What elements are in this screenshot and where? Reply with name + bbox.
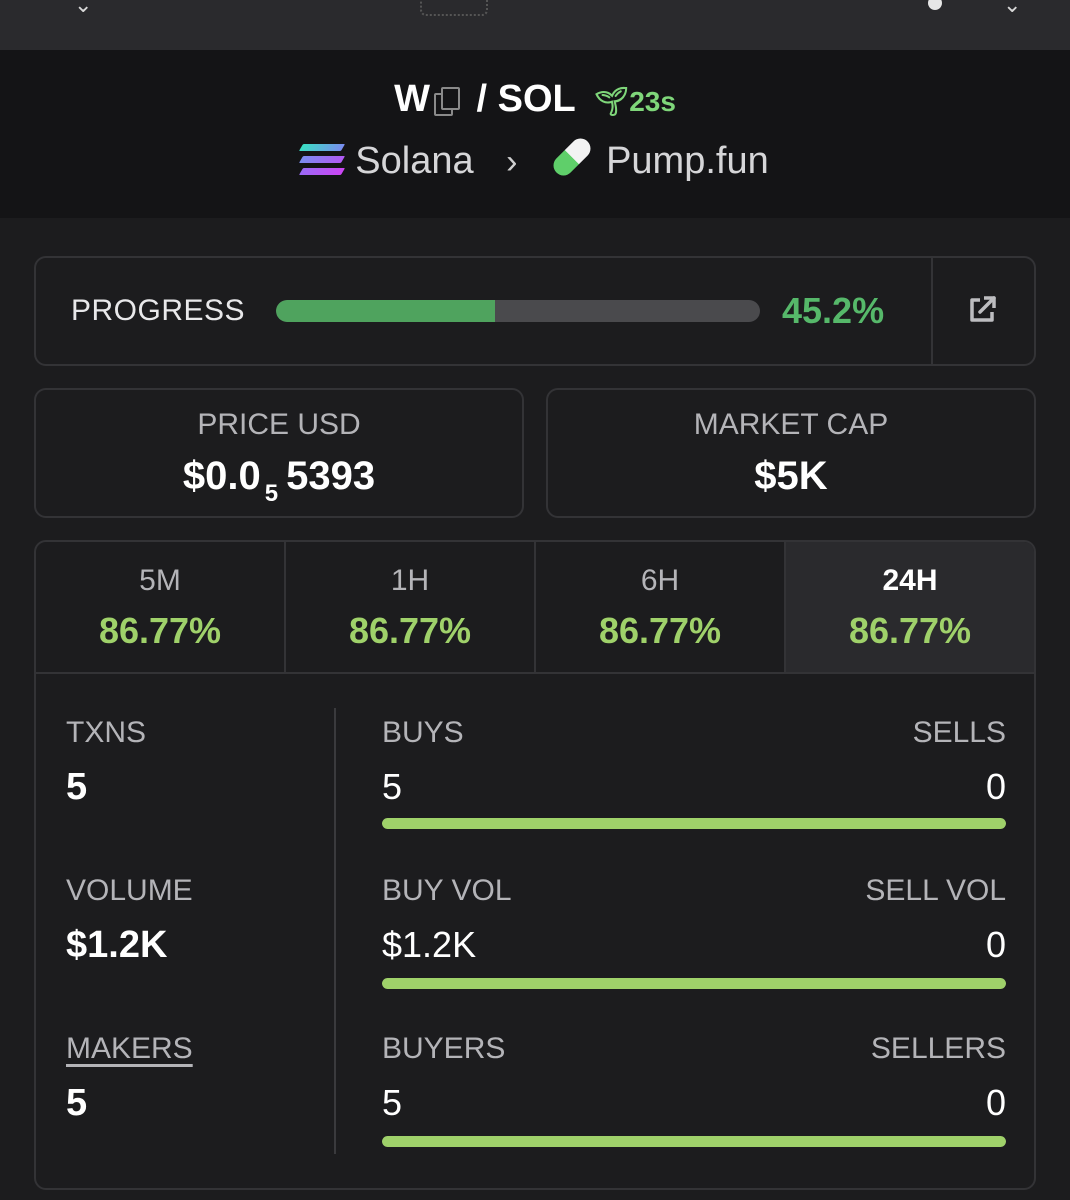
pair-separator: / <box>476 78 488 120</box>
progress-fill <box>276 300 495 322</box>
drag-handle[interactable] <box>420 0 488 16</box>
buys-sells-bar <box>382 818 1006 829</box>
tab-1h[interactable]: 1H 86.77% <box>286 542 536 672</box>
sprout-icon: 🌱︎ <box>593 86 630 117</box>
base-token: W <box>394 78 430 120</box>
tab-label: 1H <box>390 564 430 597</box>
buyers-sellers-bar <box>382 1136 1006 1147</box>
buyers-value: 5 <box>382 1082 403 1123</box>
tab-24h[interactable]: 24H 86.77% <box>786 542 1034 672</box>
pair-age: 23s <box>629 86 676 117</box>
tab-6h[interactable]: 6H 86.77% <box>536 542 786 672</box>
solana-logo <box>299 144 346 176</box>
pair-title: W / SOL 🌱︎23s <box>0 78 1070 121</box>
tab-label: 5M <box>139 564 181 597</box>
volume-value: $1.2K <box>66 924 168 966</box>
sells-label: SELLS <box>912 716 1006 749</box>
buys-label: BUYS <box>382 716 464 749</box>
progress-percent: 45.2% <box>782 290 885 331</box>
progress-bar <box>276 300 760 322</box>
price-label: PRICE USD <box>197 408 361 441</box>
buyers-fill <box>382 1136 1006 1147</box>
quote-token: SOL <box>497 78 576 120</box>
buys-value: 5 <box>382 766 403 807</box>
tab-label: 24H <box>882 564 938 597</box>
chain-breadcrumb: Solana › Pump.fun <box>0 134 1070 183</box>
tab-change: 86.77% <box>348 610 472 651</box>
txns-value: 5 <box>66 766 88 808</box>
sell-vol-label: SELL VOL <box>865 874 1006 907</box>
buy-vol-value: $1.2K <box>382 924 477 965</box>
bonding-progress-card: PROGRESS 45.2% <box>34 256 1036 366</box>
market-cap-value: $5K <box>754 454 828 498</box>
menu-dot-icon[interactable] <box>928 0 942 10</box>
sell-vol-value: 0 <box>985 924 1006 965</box>
buy-vol-label: BUY VOL <box>382 874 512 907</box>
price-zero-count: 5 <box>264 480 279 507</box>
pill-icon <box>549 134 595 180</box>
chevron-down-icon[interactable]: ⌄ <box>1003 0 1022 17</box>
chevron-down-icon[interactable]: ⌄ <box>74 0 93 17</box>
txns-label: TXNS <box>66 716 147 749</box>
chain-name[interactable]: Solana <box>355 140 474 182</box>
tab-label: 6H <box>640 564 680 597</box>
price-digits: 5393 <box>286 454 376 498</box>
buy-sell-vol-bar <box>382 978 1006 989</box>
tab-5m[interactable]: 5M 86.77% <box>36 542 286 672</box>
buys-fill <box>382 818 1006 829</box>
pair-header: W / SOL 🌱︎23s Solana › Pump.fun <box>0 50 1070 218</box>
period-tabs: 5M 86.77% 1H 86.77% 6H 86.77% 24H 86.77% <box>36 542 1034 674</box>
tab-change: 86.77% <box>98 610 222 651</box>
makers-label[interactable]: MAKERS <box>66 1032 193 1065</box>
external-link-icon[interactable] <box>966 294 998 326</box>
sells-value: 0 <box>985 766 1006 807</box>
dex-name[interactable]: Pump.fun <box>606 140 769 182</box>
buyers-label: BUYERS <box>382 1032 506 1065</box>
market-cap-label: MARKET CAP <box>693 408 889 441</box>
market-cap-card: MARKET CAP $5K <box>546 388 1036 518</box>
browser-top-bar: ⌄ ⌄ <box>0 0 1070 50</box>
sellers-label: SELLERS <box>870 1032 1006 1065</box>
price-value: $0.0 5 5393 <box>36 454 522 508</box>
price-prefix: $0.0 <box>182 454 261 498</box>
tab-change: 86.77% <box>598 610 722 651</box>
column-divider <box>334 708 336 1154</box>
makers-value: 5 <box>66 1082 88 1124</box>
period-stats-card: 5M 86.77% 1H 86.77% 6H 86.77% 24H 86.77%… <box>34 540 1036 1190</box>
volume-label: VOLUME <box>66 874 193 907</box>
sellers-value: 0 <box>985 1082 1006 1123</box>
progress-label: PROGRESS <box>71 294 246 327</box>
price-usd-card: PRICE USD $0.0 5 5393 <box>34 388 524 518</box>
divider <box>931 258 933 364</box>
copy-icon[interactable] <box>433 87 460 116</box>
chevron-right-icon: › <box>506 143 518 181</box>
tab-change: 86.77% <box>848 610 972 651</box>
buy-vol-fill <box>382 978 1006 989</box>
